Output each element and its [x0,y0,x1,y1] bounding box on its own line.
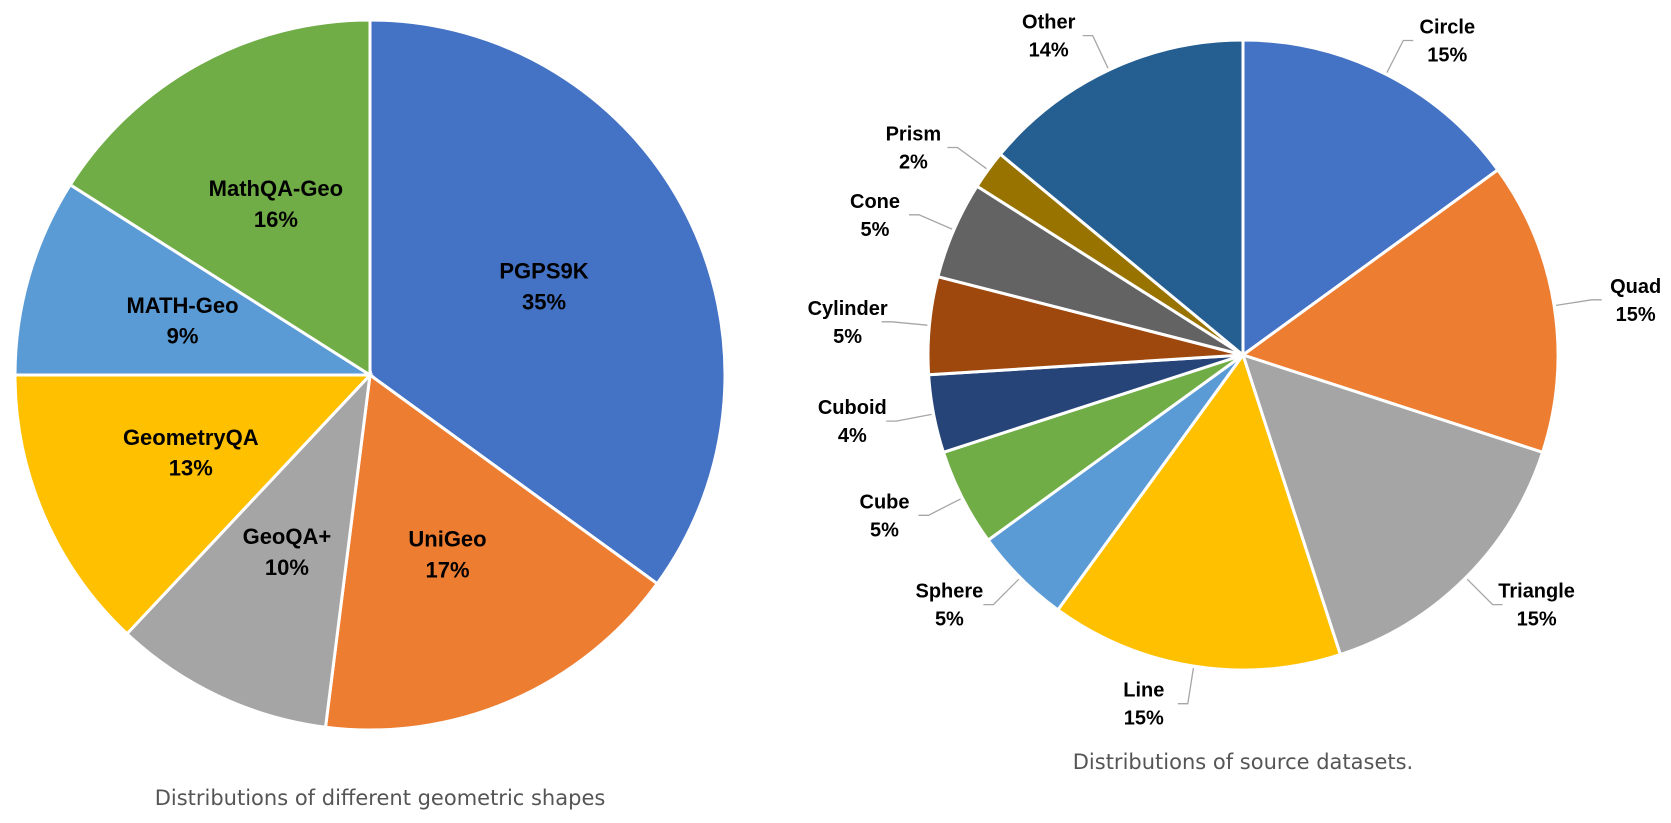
slice-label-pgps9k: PGPS9K [499,259,588,284]
slice-label-triangle: Triangle [1498,581,1575,603]
leader-line-cuboid [886,413,932,422]
slice-value-triangle: 15% [1517,609,1557,631]
leader-line-triangle [1466,578,1503,606]
slice-value-other: 14% [1029,40,1069,62]
leader-line-line [1177,667,1195,705]
pie-slice-pgps9k [368,18,727,586]
leader-line-circle [1386,39,1414,73]
slice-value-geoqa: 10% [265,555,309,580]
caption-source-datasets: Distributions of source datasets. [1073,750,1413,774]
slice-value-cone: 5% [861,219,890,241]
pie-slice-circle [1241,38,1500,358]
slice-label-geoqa: GeoQA+ [243,524,332,549]
slice-label-quad: Quad [1610,276,1661,298]
slice-value-geometryqa: 13% [169,456,213,481]
slice-label-cone: Cone [850,191,900,213]
leader-line-prism [947,146,987,170]
pie-slice-geometryqa [13,373,374,636]
leader-line-sphere [983,578,1020,606]
pie-slice-math-geo [13,182,376,377]
pie-slice-other [998,38,1245,359]
slice-label-mathqa-geo: MathQA-Geo [209,176,343,201]
pie-slice-unigeo [323,372,660,732]
slice-value-cylinder: 5% [833,326,862,348]
pie-slice-mathqa-geo [68,18,372,378]
slice-value-circle: 15% [1427,45,1467,67]
slice-value-quad: 15% [1616,304,1656,326]
slice-value-sphere: 5% [935,609,964,631]
slice-label-cylinder: Cylinder [808,298,888,320]
leader-line-other [1082,34,1109,69]
slice-value-unigeo: 17% [425,557,469,582]
slice-value-mathqa-geo: 16% [254,207,298,232]
pie-slice-line [1055,351,1343,672]
pie-chart-geometric-shapes: PGPS9K 35% UniGeo 17% GeoQA+ 10% GeometryQA 13%… [13,18,727,732]
slice-value-cuboid: 4% [838,425,867,447]
slice-label-other: Other [1022,12,1076,34]
leader-line-cone [909,214,953,230]
slice-label-circle: Circle [1420,17,1476,39]
leader-line-cube [918,498,961,516]
slice-label-geometryqa: GeometryQA [123,425,259,450]
slice-label-line: Line [1123,680,1164,702]
slice-value-pgps9k: 35% [522,290,566,315]
slice-value-line: 15% [1124,708,1164,730]
slice-label-math-geo: MATH-Geo [126,293,238,318]
slice-label-sphere: Sphere [915,581,983,603]
slice-value-cube: 5% [870,519,899,541]
leader-line-cylinder [881,321,928,326]
pie-slice-geoqa [124,370,373,729]
pie-chart-source-datasets: Circle 15% Quad 15% Triangle 15% Line 15% Sphere… [808,12,1662,730]
caption-geometric-shapes: Distributions of different geometric sha… [155,786,606,810]
slice-value-math-geo: 9% [167,324,199,349]
leader-line-quad [1555,299,1602,307]
slice-label-cuboid: Cuboid [818,397,887,419]
pie-slice-triangle [1240,352,1545,657]
slice-label-cube: Cube [860,491,910,513]
pie-slice-quad [1239,167,1560,455]
slice-label-unigeo: UniGeo [408,527,486,552]
slice-label-prism: Prism [886,124,942,146]
slice-value-prism: 2% [899,152,928,174]
